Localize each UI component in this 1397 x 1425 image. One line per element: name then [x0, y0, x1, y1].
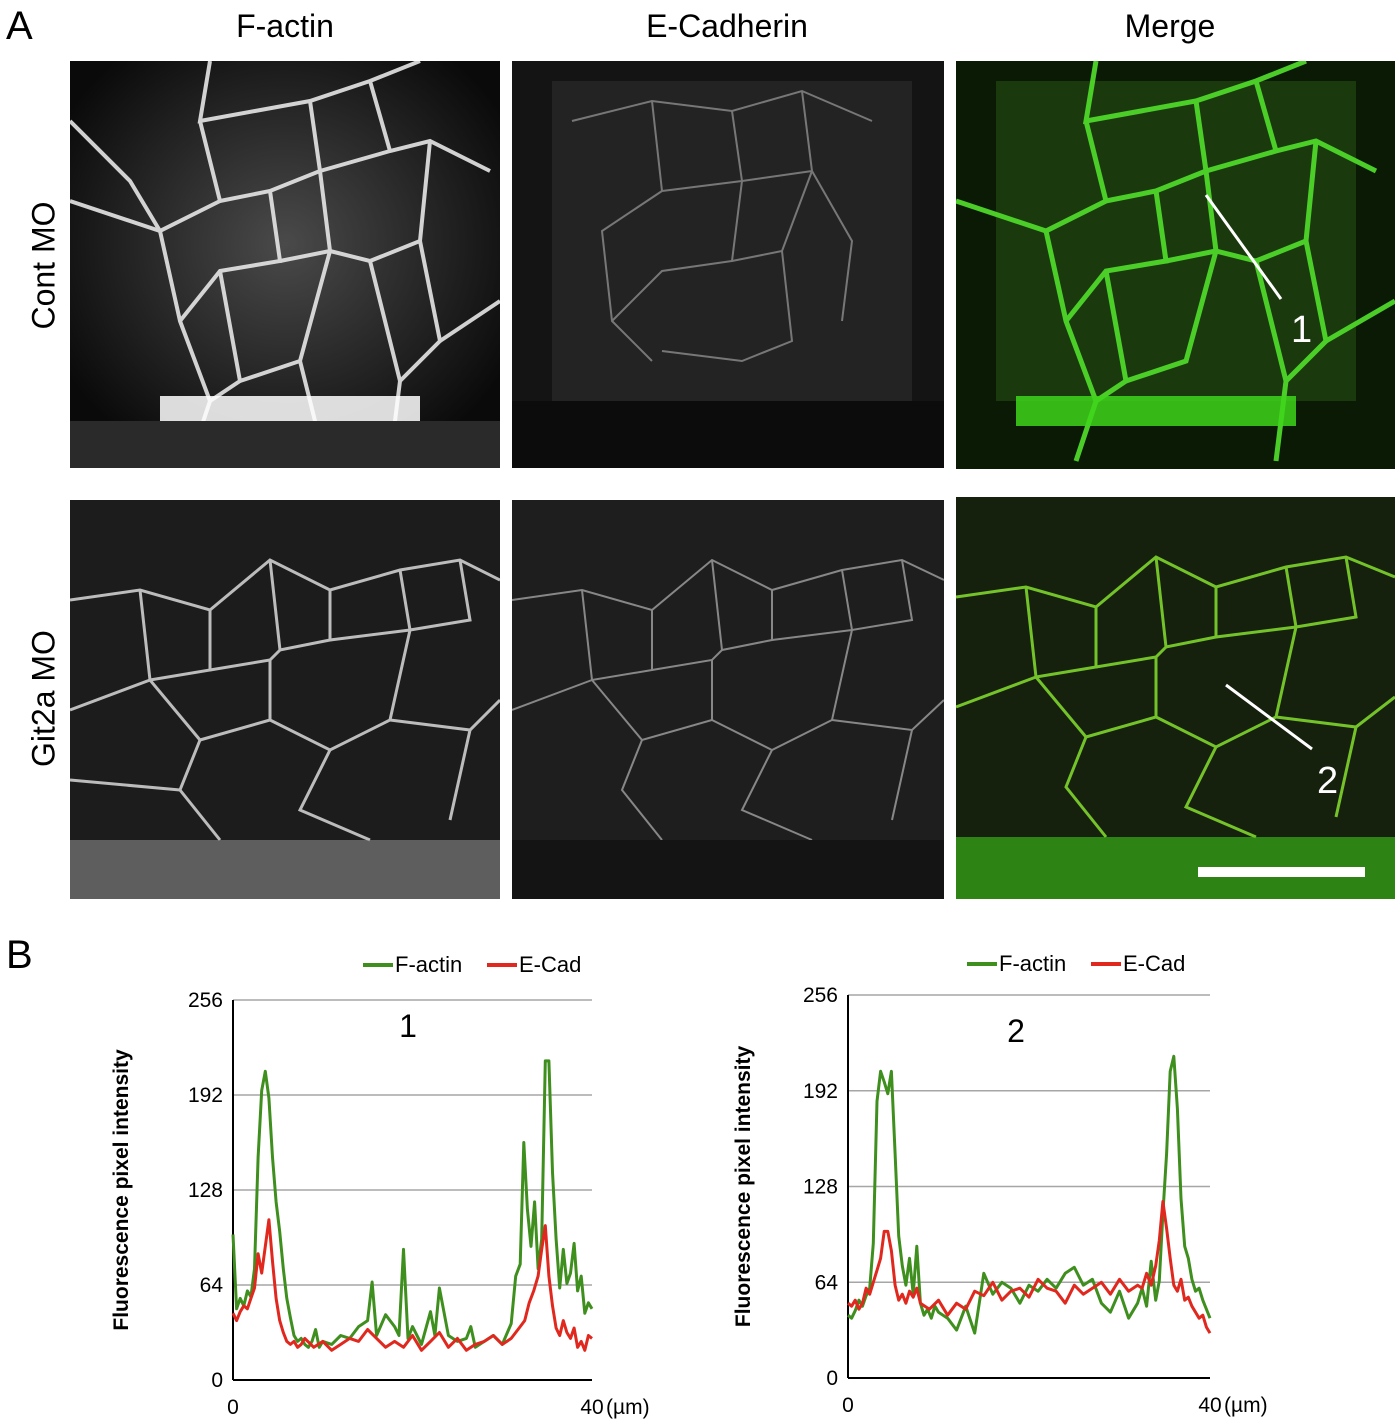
micrograph-git2a-mo-merge: 2	[956, 497, 1395, 899]
panel-a-letter: A	[6, 4, 33, 48]
column-header-ecadherin: E-Cadherin	[646, 8, 808, 44]
chart-title: 2	[1007, 1013, 1025, 1049]
y-axis-label: Fluorescence pixel intensity	[732, 1046, 755, 1328]
x-tick-label: 40	[1198, 1394, 1221, 1417]
micrograph-cont-mo-ecadherin	[512, 61, 944, 468]
micrograph-git2a-mo-factin	[70, 500, 500, 899]
column-header-factin: F-actin	[236, 8, 334, 44]
micrograph-git2a-mo-ecadherin	[512, 500, 944, 899]
x-tick-label: 40	[580, 1396, 603, 1419]
y-tick-label: 128	[188, 1179, 223, 1202]
y-tick-label: 64	[815, 1271, 839, 1294]
micrograph-cont-mo-factin	[70, 61, 500, 468]
line-label-1: 1	[1291, 309, 1313, 351]
panel-b-letter: B	[6, 933, 33, 977]
legend-label: F-actin	[395, 952, 462, 977]
line-scan-1	[1204, 194, 1283, 300]
column-header-merge: Merge	[1124, 8, 1216, 44]
chart-title: 1	[399, 1008, 417, 1044]
line-chart-1: 0 64 128 192 256 0 40 (µm) Fluorescence pixel in…	[100, 945, 700, 1420]
y-tick-label: 64	[200, 1274, 224, 1297]
row-header-git2a-mo: Git2a MO	[25, 630, 62, 767]
y-tick-label: 192	[188, 1084, 223, 1107]
line-scan-2	[1225, 683, 1313, 751]
legend-label: F-actin	[999, 951, 1066, 976]
x-unit-label: (µm)	[606, 1396, 650, 1419]
micrograph-cont-mo-merge: 1	[956, 61, 1395, 469]
x-unit-label: (µm)	[1224, 1394, 1268, 1417]
y-axis-label: Fluorescence pixel intensity	[110, 1049, 133, 1331]
y-tick-label: 256	[188, 989, 223, 1012]
line-label-2: 2	[1317, 760, 1339, 802]
legend-label: E-Cad	[1123, 951, 1185, 976]
x-tick-label: 0	[227, 1396, 239, 1419]
scale-bar	[1198, 867, 1365, 877]
row-header-cont-mo: Cont MO	[25, 201, 62, 330]
series-line-f-actin	[231, 1059, 594, 1349]
series-line-f-actin	[847, 1054, 1212, 1335]
y-tick-label: 256	[803, 984, 838, 1007]
x-tick-label: 0	[842, 1394, 854, 1417]
series-line-e-cad	[847, 1200, 1212, 1334]
y-tick-label: 0	[826, 1367, 838, 1390]
y-tick-label: 192	[803, 1080, 838, 1103]
line-chart-2: 0 64 128 192 256 0 40 (µm) Fluorescence pixel in…	[720, 940, 1340, 1420]
y-tick-label: 128	[803, 1176, 838, 1199]
legend-label: E-Cad	[519, 952, 581, 977]
series-line-e-cad	[231, 1218, 593, 1352]
y-tick-label: 0	[211, 1369, 223, 1392]
